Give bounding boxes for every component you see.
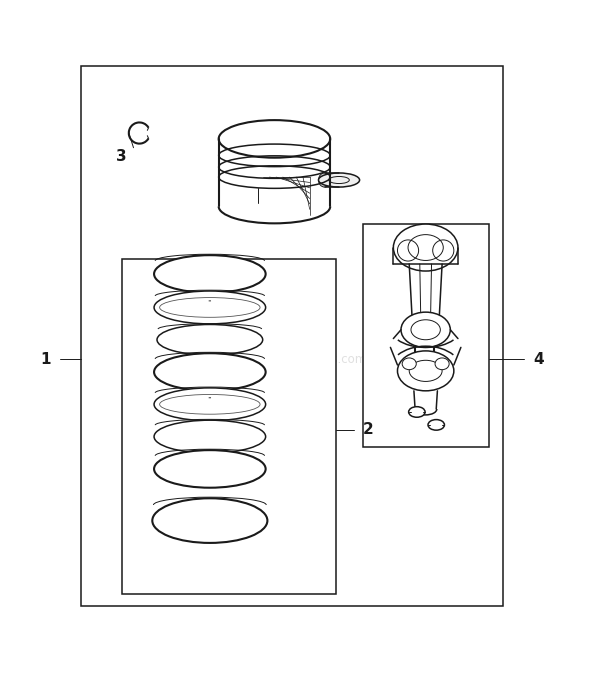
Ellipse shape bbox=[154, 420, 266, 453]
Ellipse shape bbox=[428, 419, 444, 430]
Text: 3: 3 bbox=[116, 149, 127, 164]
Bar bbox=[81, 66, 503, 606]
Ellipse shape bbox=[394, 224, 458, 271]
Bar bbox=[122, 260, 336, 594]
Ellipse shape bbox=[401, 312, 450, 348]
Ellipse shape bbox=[398, 240, 419, 261]
Text: 2: 2 bbox=[363, 422, 374, 437]
Ellipse shape bbox=[154, 291, 266, 324]
Ellipse shape bbox=[319, 173, 359, 187]
Text: 1: 1 bbox=[40, 352, 51, 367]
Text: 4: 4 bbox=[533, 352, 544, 367]
Ellipse shape bbox=[154, 450, 266, 488]
Ellipse shape bbox=[432, 240, 454, 261]
Ellipse shape bbox=[152, 499, 267, 543]
Ellipse shape bbox=[409, 406, 425, 417]
Ellipse shape bbox=[154, 255, 266, 293]
Text: eReplacementParts.com: eReplacementParts.com bbox=[224, 352, 366, 365]
Bar bbox=[362, 224, 489, 447]
Ellipse shape bbox=[219, 120, 330, 158]
Ellipse shape bbox=[402, 358, 417, 370]
Ellipse shape bbox=[398, 351, 454, 391]
Ellipse shape bbox=[157, 324, 263, 355]
Ellipse shape bbox=[154, 388, 266, 421]
Ellipse shape bbox=[154, 353, 266, 391]
Ellipse shape bbox=[319, 173, 331, 187]
Ellipse shape bbox=[435, 358, 449, 370]
